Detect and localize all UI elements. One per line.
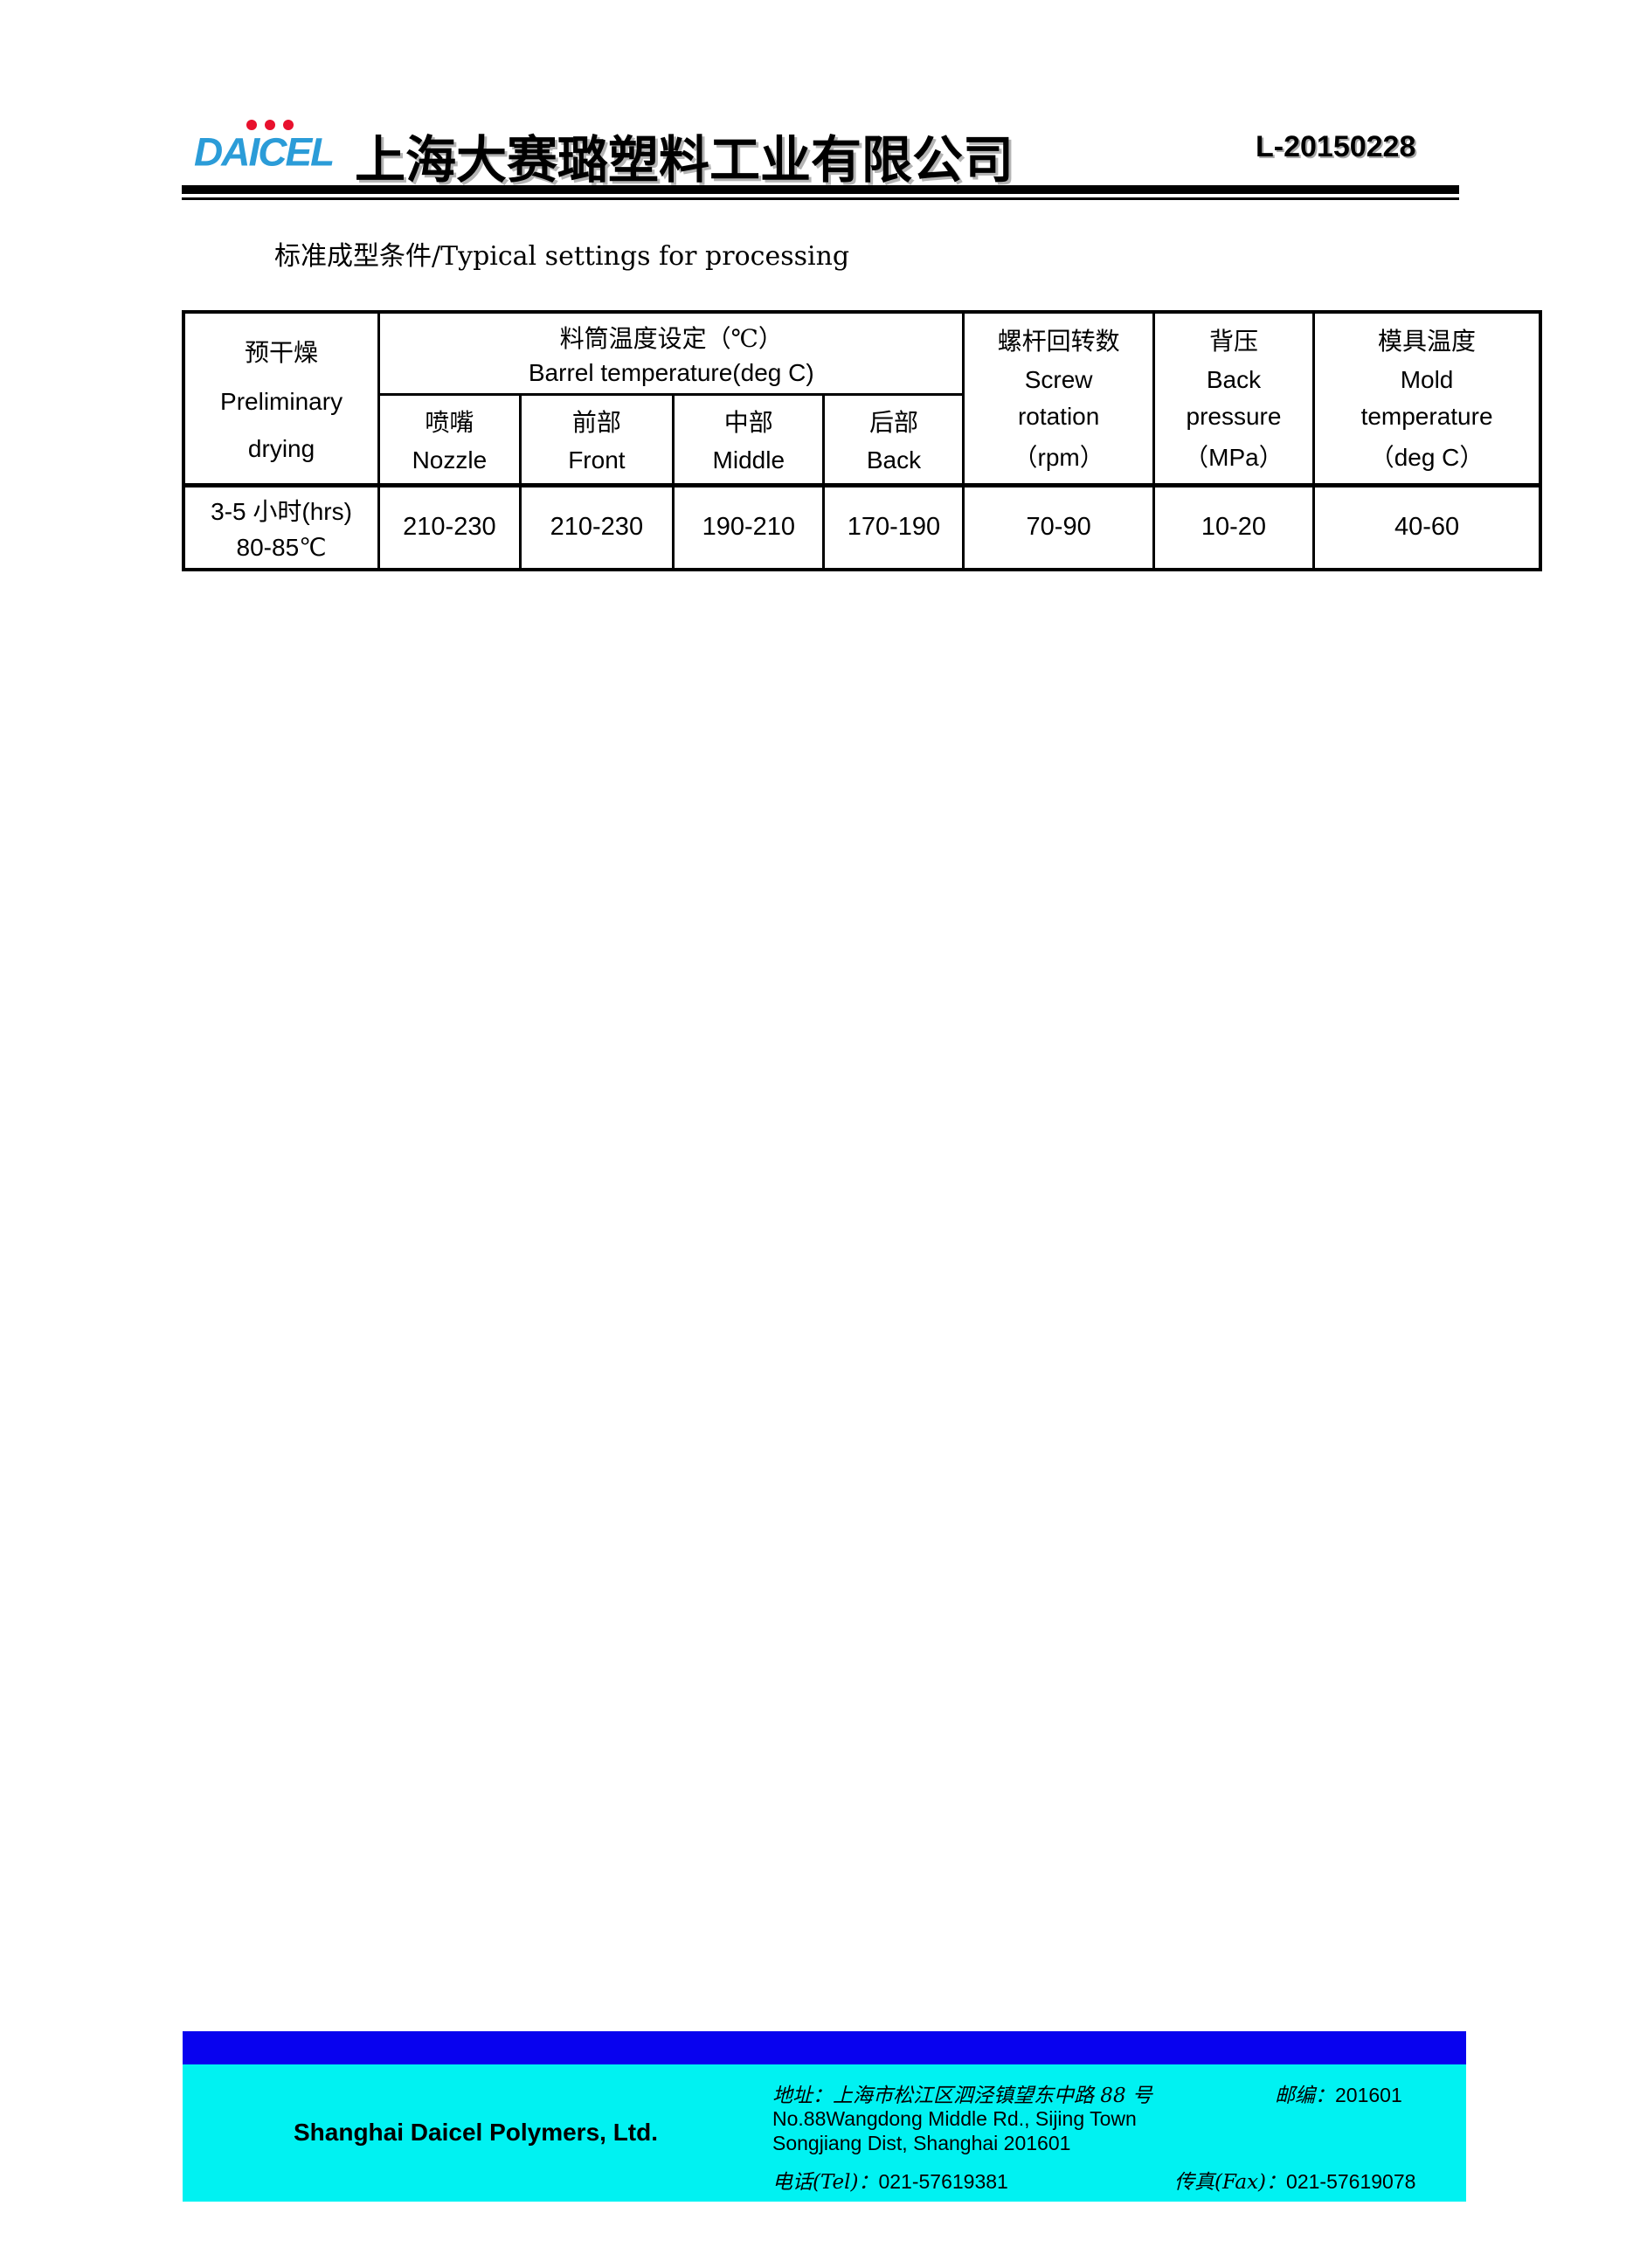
th-back-zh: 后部 xyxy=(868,407,918,437)
th-barrel-temperature: 料筒温度设定（℃） Barrel temperature(deg C) xyxy=(377,310,965,396)
th-mold-temperature-en1: Mold xyxy=(1400,365,1454,393)
td-back-value: 170-190 xyxy=(822,482,965,571)
th-barrel-temperature-en: Barrel temperature(deg C) xyxy=(528,358,814,386)
document-number: L-20150228 xyxy=(1256,130,1416,163)
th-preliminary-drying-en1: Preliminary xyxy=(220,387,343,415)
footer-company-name: Shanghai Daicel Polymers, Ltd. xyxy=(294,2119,659,2146)
th-back: 后部 Back xyxy=(822,392,965,487)
th-screw-rotation-en1: Screw xyxy=(1024,365,1093,393)
th-mold-temperature-en2: temperature xyxy=(1360,402,1493,430)
table-row: 3-5 小时(hrs) 80-85℃ 210-230 210-230 190-2… xyxy=(182,482,1542,571)
logo-dot-icon xyxy=(246,120,257,130)
logo-dot-icon xyxy=(283,120,294,130)
postcode-label: 邮编： xyxy=(1275,2085,1335,2107)
th-preliminary-drying: 预干燥 Preliminary drying xyxy=(182,310,381,487)
th-nozzle-en: Nozzle xyxy=(412,446,488,474)
page-title: 标准成型条件/Typical settings for processing xyxy=(274,241,850,272)
tel-label: 电话(Tel)： xyxy=(772,2171,879,2194)
th-back-pressure-en2: pressure xyxy=(1186,402,1282,430)
th-front-en: Front xyxy=(568,446,626,474)
header-rule-thin xyxy=(182,197,1459,200)
th-back-en: Back xyxy=(866,446,922,474)
fax: 传真(Fax)：021-57619078 xyxy=(1174,2165,1415,2195)
td-mold-temperature-value: 40-60 xyxy=(1312,482,1542,571)
td-back-pressure-value: 10-20 xyxy=(1152,482,1316,571)
th-back-pressure-zh: 背压 xyxy=(1208,327,1258,356)
company-name-chinese: 上海大赛璐塑料工业有限公司 xyxy=(355,130,1014,190)
settings-table: 预干燥 Preliminary drying 料筒温度设定（℃） Barrel … xyxy=(182,310,1542,571)
th-nozzle-zh: 喷嘴 xyxy=(425,407,474,437)
th-back-pressure-unit: （MPa） xyxy=(1184,444,1284,472)
footer-address-en-line2: Songjiang Dist, Shanghai 201601 xyxy=(772,2132,1071,2154)
fax-label: 传真(Fax)： xyxy=(1174,2171,1287,2194)
tel-value: 021-57619381 xyxy=(878,2170,1008,2193)
daicel-logo: DAICEL xyxy=(194,114,364,177)
th-back-pressure: 背压 Back pressure （MPa） xyxy=(1152,310,1316,487)
th-middle-en: Middle xyxy=(712,446,785,474)
th-mold-temperature-unit: （deg C） xyxy=(1369,444,1484,472)
logo-wordmark: DAICEL xyxy=(194,129,335,175)
address-zh: 地址：上海市松江区泗泾镇望东中路 88 号 xyxy=(772,2085,1152,2107)
th-screw-rotation: 螺杆回转数 Screw rotation （rpm） xyxy=(962,310,1155,487)
th-mold-temperature: 模具温度 Mold temperature （deg C） xyxy=(1312,310,1542,487)
th-screw-rotation-unit: （rpm） xyxy=(1013,444,1104,472)
logo-dots-icon xyxy=(246,120,294,130)
th-preliminary-drying-en2: drying xyxy=(247,434,315,462)
td-middle-value: 190-210 xyxy=(672,482,826,571)
th-mold-temperature-zh: 模具温度 xyxy=(1378,327,1477,356)
logo-dot-icon xyxy=(265,120,275,130)
td-screw-rotation-value: 70-90 xyxy=(962,482,1155,571)
th-nozzle: 喷嘴 Nozzle xyxy=(377,392,522,487)
footer-tel-fax-line: 电话(Tel)：021-57619381 传真(Fax)：021-5761907… xyxy=(772,2165,1454,2195)
td-front-value: 210-230 xyxy=(518,482,675,571)
th-barrel-temperature-zh: 料筒温度设定（℃） xyxy=(559,323,783,353)
th-screw-rotation-zh: 螺杆回转数 xyxy=(997,327,1120,356)
postcode-value: 201601 xyxy=(1335,2084,1402,2106)
drying-hours: 3-5 小时(hrs) xyxy=(211,498,352,526)
footer-blue-bar xyxy=(183,2031,1466,2064)
fax-value: 021-57619078 xyxy=(1286,2170,1416,2193)
footer-address-line-zh: 地址：上海市松江区泗泾镇望东中路 88 号 邮编：201601 xyxy=(772,2078,1454,2108)
postcode: 邮编：201601 xyxy=(1275,2078,1402,2108)
th-screw-rotation-en2: rotation xyxy=(1017,402,1100,430)
drying-temperature: 80-85℃ xyxy=(236,534,327,562)
th-middle: 中部 Middle xyxy=(672,392,826,487)
footer: Shanghai Daicel Polymers, Ltd. 地址：上海市松江区… xyxy=(183,2031,1466,2202)
footer-body: Shanghai Daicel Polymers, Ltd. 地址：上海市松江区… xyxy=(183,2064,1466,2202)
th-back-pressure-en1: Back xyxy=(1206,365,1262,393)
th-middle-zh: 中部 xyxy=(723,407,773,437)
th-front-zh: 前部 xyxy=(571,407,621,437)
th-front: 前部 Front xyxy=(518,392,675,487)
td-nozzle-value: 210-230 xyxy=(377,482,522,571)
footer-address-en-line1: No.88Wangdong Middle Rd., Sijing Town xyxy=(772,2107,1137,2130)
header-rule-thick xyxy=(182,185,1459,194)
telephone: 电话(Tel)：021-57619381 xyxy=(772,2170,1008,2194)
td-preliminary-drying-value: 3-5 小时(hrs) 80-85℃ xyxy=(182,482,381,571)
th-preliminary-drying-zh: 预干燥 xyxy=(245,337,319,367)
